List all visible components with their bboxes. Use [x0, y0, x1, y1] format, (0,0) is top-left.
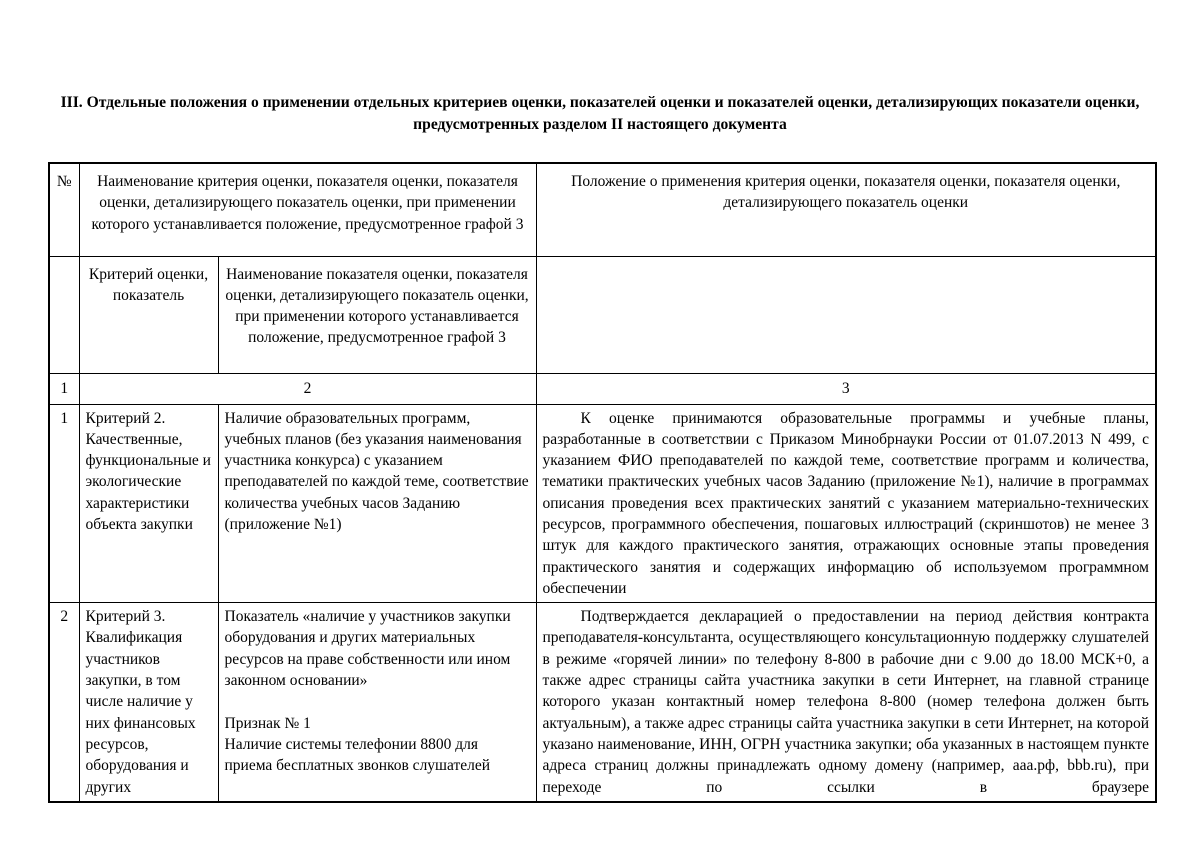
colnum-cell-3: 3 — [535, 372, 1157, 405]
header-cell-number: № — [48, 162, 80, 257]
subheader-cell-indicator: Наименование показателя оценки, показате… — [217, 255, 537, 374]
colnum-cell-2: 2 — [78, 372, 537, 405]
indicator-main-text: Показатель «наличие у участников закупки… — [224, 608, 511, 690]
table-subheader-row: Критерий оценки, показатель Наименование… — [48, 255, 1157, 374]
header-cell-provision: Положение о применения критерия оценки, … — [535, 162, 1157, 257]
indicator-sign-text: Наличие системы телефонии 8800 для прием… — [224, 735, 491, 775]
indicator-cell: Показатель «наличие у участников закупки… — [217, 602, 537, 803]
column-number-row: 1 2 3 — [48, 372, 1157, 405]
indicator-cell: Наличие образовательных программ, учебны… — [217, 403, 537, 604]
criterion-cell: Критерий 3. Квалификация участников заку… — [78, 602, 219, 803]
empty-cell — [48, 255, 80, 374]
section-title: III. Отдельные положения о применении от… — [60, 94, 1140, 133]
blank-line — [225, 691, 530, 712]
row-number-cell: 1 — [48, 403, 80, 604]
empty-cell — [535, 255, 1157, 374]
provision-cell: Подтверждается декларацией о предоставле… — [535, 602, 1157, 803]
criteria-table: № Наименование критерия оценки, показате… — [48, 162, 1157, 803]
colnum-cell-1: 1 — [48, 372, 80, 405]
subheader-cell-criterion: Критерий оценки, показатель — [78, 255, 219, 374]
row-number-cell: 2 — [48, 602, 80, 803]
header-cell-criterion-name: Наименование критерия оценки, показателя… — [78, 162, 537, 257]
table-row: 2 Критерий 3. Квалификация участников за… — [48, 602, 1157, 803]
provision-cell: К оценке принимаются образовательные про… — [535, 403, 1157, 604]
criterion-cell: Критерий 2. Качественные, функциональные… — [78, 403, 219, 604]
table-row: 1 Критерий 2. Качественные, функциональн… — [48, 403, 1157, 604]
indicator-sign-title: Признак № 1 — [224, 714, 311, 732]
table-header-row: № Наименование критерия оценки, показате… — [48, 162, 1157, 257]
